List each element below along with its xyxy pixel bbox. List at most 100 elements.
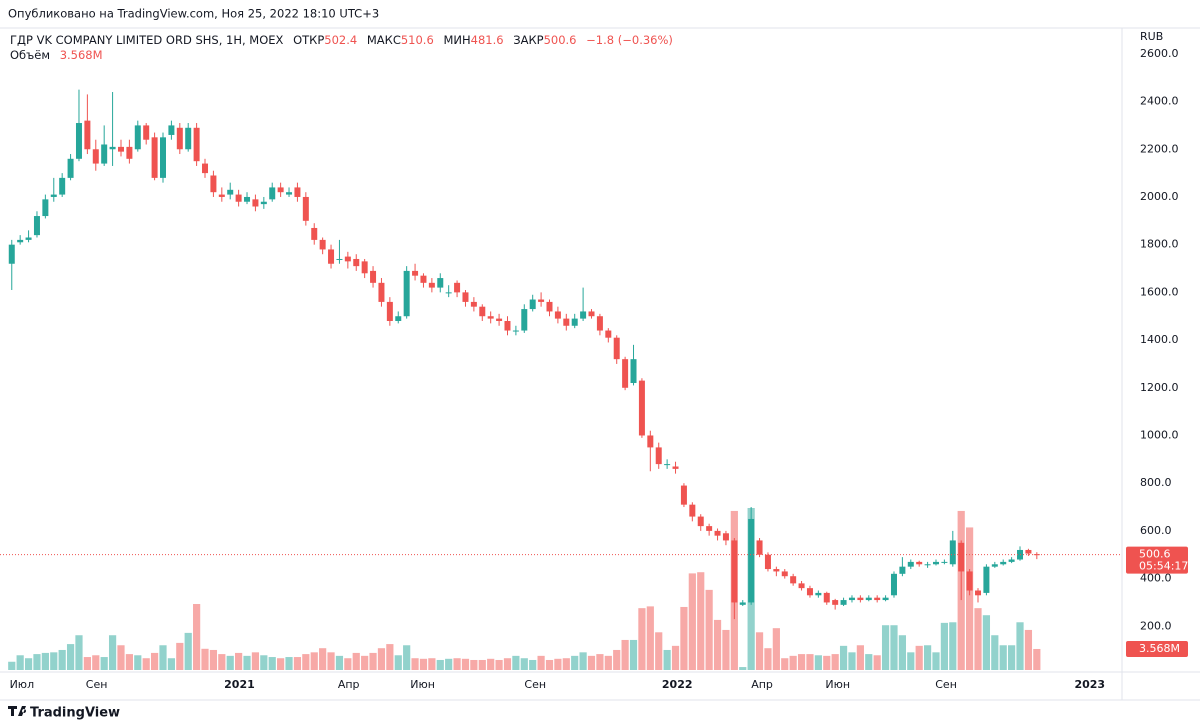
candle-body [975, 590, 982, 596]
countdown-label: 05:54:17 [1139, 560, 1188, 573]
y-tick-label: 2200.0 [1140, 142, 1179, 155]
candle-body [1000, 561, 1007, 565]
candle-body [949, 540, 956, 565]
candle-body [966, 571, 973, 591]
candle-body [655, 447, 662, 465]
x-tick-label: Сен [86, 678, 108, 691]
volume-bar [159, 645, 167, 670]
high-label: МАКС [367, 33, 401, 47]
candle-body [848, 597, 855, 601]
volume-bar [587, 655, 596, 670]
candle-body [697, 516, 704, 527]
candle-body [185, 127, 192, 150]
volume-bar [1024, 629, 1033, 670]
volume-legend: Объём 3.568M [10, 48, 103, 62]
volume-value: 3.568M [60, 48, 103, 62]
candle-body [882, 597, 889, 601]
high-value: 510.6 [401, 33, 434, 47]
candle-body [521, 309, 528, 331]
symbol-title: ГДР VK COMPANY LIMITED ORD SHS, 1Н, MOEX [10, 33, 284, 47]
volume-bar [520, 658, 528, 670]
candle-body [991, 564, 998, 567]
candle-body [764, 554, 771, 570]
candle-body [437, 278, 444, 288]
candle-body [8, 244, 15, 264]
candle-body [160, 137, 167, 178]
volume-bar [428, 658, 436, 670]
candle-body [428, 282, 435, 288]
candle-body [126, 146, 133, 159]
volume-bar [629, 639, 638, 670]
candle-body [689, 504, 696, 517]
volume-bar [327, 652, 335, 670]
volume-bar [243, 655, 251, 670]
candle-body [319, 239, 326, 250]
volume-bar [176, 642, 184, 670]
candle-body [42, 199, 49, 217]
volume-bar [848, 652, 856, 670]
volume-bar [50, 652, 58, 670]
candle-body [672, 466, 679, 469]
x-tick-label: Июн [825, 678, 850, 691]
candle-body [370, 270, 377, 283]
volume-bar [310, 652, 318, 670]
candle-body [462, 292, 469, 302]
candle-body [302, 196, 309, 221]
y-tick-label: 1600.0 [1140, 285, 1179, 298]
open-value: 502.4 [324, 33, 357, 47]
candle-body [731, 540, 738, 603]
volume-bar [302, 654, 310, 670]
candle-body [286, 192, 293, 195]
volume-bar [125, 654, 133, 670]
volume-bar [823, 655, 831, 670]
volume-bar [554, 658, 562, 670]
volume-bar [579, 652, 587, 670]
candle-body [202, 163, 209, 174]
volume-bar [184, 632, 192, 670]
y-tick-label: 1200.0 [1140, 381, 1179, 394]
volume-bar [8, 661, 16, 670]
volume-bar [260, 655, 268, 670]
volume-bar [655, 632, 663, 670]
candle-body [25, 237, 32, 240]
currency: RUB [1140, 30, 1163, 43]
x-tick-label: Апр [751, 678, 773, 691]
volume-bar [940, 622, 948, 670]
candle-body [412, 270, 419, 276]
candle-body [403, 270, 410, 317]
volume-bar [562, 658, 570, 670]
volume-bar [537, 655, 545, 670]
volume-bar [898, 635, 906, 670]
candle-body [269, 187, 276, 200]
volume-bar [293, 657, 302, 670]
change-value: −1.8 (−0.36%) [586, 33, 673, 47]
candle-body [546, 301, 553, 312]
volume-bar [722, 629, 730, 670]
volume-bar [235, 652, 243, 670]
candle-body [50, 194, 57, 197]
volume-bar [436, 659, 444, 670]
candle-layer [8, 89, 1040, 620]
open-label: ОТКР [293, 33, 324, 47]
volume-bar [83, 657, 91, 670]
candle-body [84, 120, 91, 150]
volume-bar [881, 625, 890, 670]
candle-body [92, 149, 99, 164]
volume-bar [24, 658, 33, 670]
candle-body [386, 301, 393, 321]
candle-body [470, 301, 477, 307]
candle-body [244, 196, 251, 202]
y-tick-label: 2000.0 [1140, 190, 1179, 203]
candle-body [563, 318, 570, 326]
candle-body [916, 561, 923, 565]
legend-row: ГДР VK COMPANY LIMITED ORD SHS, 1Н, MOEX… [10, 33, 673, 47]
volume-bar [251, 652, 260, 670]
candle-body [554, 311, 561, 319]
volume-bar [974, 608, 982, 670]
candle-body [487, 316, 494, 319]
candle-body [328, 249, 335, 264]
candle-body [781, 571, 788, 577]
volume-bar [100, 657, 108, 670]
volume-bar [419, 658, 428, 670]
candle-body [605, 330, 612, 338]
